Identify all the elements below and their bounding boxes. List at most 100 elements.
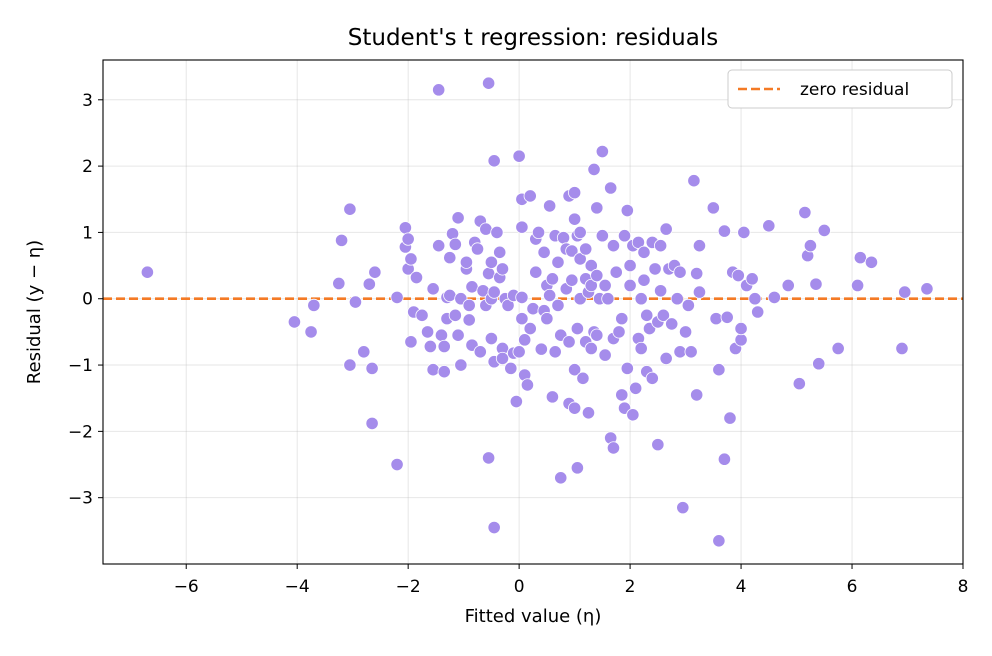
data-point <box>615 312 629 326</box>
data-point <box>551 298 565 312</box>
plot-frame <box>102 59 964 565</box>
y-axis-label: Residual (y − η) <box>24 240 45 384</box>
data-point <box>590 328 604 342</box>
data-point <box>731 268 745 283</box>
data-point <box>512 345 526 359</box>
data-point <box>590 201 604 215</box>
data-point <box>545 390 560 404</box>
data-point <box>920 282 934 296</box>
x-axis-label: Fitted value (η) <box>465 606 602 627</box>
y-tick-label: −1 <box>68 356 93 376</box>
data-point <box>287 315 302 329</box>
data-point <box>692 239 707 253</box>
x-tick-label: 4 <box>736 577 747 597</box>
data-point <box>540 312 554 326</box>
data-point <box>554 471 568 485</box>
data-point <box>620 203 634 218</box>
x-tick-label: −4 <box>285 577 310 597</box>
data-point <box>495 351 510 366</box>
data-point <box>404 335 418 349</box>
data-point <box>656 308 670 322</box>
data-point <box>348 295 363 309</box>
data-point <box>443 288 457 303</box>
data-point <box>717 452 732 466</box>
data-point <box>470 242 485 256</box>
data-point <box>762 219 776 233</box>
data-point <box>623 278 637 293</box>
data-point <box>426 363 440 377</box>
data-point <box>651 438 665 452</box>
data-point <box>864 255 879 269</box>
data-point <box>751 305 765 319</box>
data-point <box>803 239 818 253</box>
legend-label: zero residual <box>800 80 909 100</box>
data-point <box>612 325 626 339</box>
data-point <box>529 265 543 279</box>
data-points <box>140 76 934 548</box>
data-point <box>523 321 537 336</box>
data-point <box>334 233 349 247</box>
data-point <box>565 244 579 258</box>
data-point <box>792 377 806 391</box>
data-point <box>570 321 584 336</box>
data-point <box>523 189 537 203</box>
data-point <box>482 451 496 465</box>
data-point <box>462 313 476 327</box>
x-tick-label: −6 <box>174 577 199 597</box>
data-point <box>490 225 504 240</box>
data-point <box>568 401 582 415</box>
data-point <box>895 341 909 356</box>
data-point <box>454 358 468 372</box>
data-point <box>520 378 535 392</box>
data-point <box>390 457 404 472</box>
data-point <box>487 285 501 299</box>
data-point <box>723 411 737 425</box>
data-point <box>437 339 451 354</box>
data-point <box>482 266 496 281</box>
data-point <box>365 361 379 375</box>
data-point <box>587 162 601 177</box>
data-point <box>626 408 640 422</box>
data-point <box>809 277 823 291</box>
data-point <box>515 312 529 326</box>
data-point <box>673 345 687 359</box>
data-point <box>487 520 501 535</box>
data-point <box>432 83 446 97</box>
data-point <box>432 239 446 253</box>
x-tick-label: 8 <box>958 577 969 597</box>
x-tick-label: 6 <box>847 577 858 597</box>
data-point <box>598 278 612 293</box>
data-point <box>451 211 465 225</box>
data-point <box>357 345 371 359</box>
data-point <box>734 333 748 347</box>
data-point <box>709 312 723 326</box>
data-point <box>817 223 831 238</box>
data-point <box>684 345 698 359</box>
data-point <box>659 222 673 236</box>
x-tick-label: 2 <box>625 577 636 597</box>
data-point <box>637 273 651 287</box>
data-point <box>534 342 548 356</box>
data-point <box>634 292 648 306</box>
data-point <box>398 221 412 235</box>
data-point <box>487 154 501 168</box>
data-point <box>307 298 321 312</box>
data-point <box>570 461 584 475</box>
data-point <box>562 335 576 349</box>
data-point <box>390 290 404 305</box>
y-tick-label: 3 <box>82 91 93 111</box>
data-point <box>609 265 623 279</box>
data-point <box>690 388 704 402</box>
data-point <box>812 357 826 371</box>
data-point <box>415 308 429 322</box>
data-point <box>484 331 498 346</box>
data-point <box>620 361 634 375</box>
data-point <box>543 199 557 213</box>
data-point <box>595 144 609 159</box>
data-point <box>687 174 701 188</box>
x-tick-label: −2 <box>396 577 421 597</box>
data-point <box>451 328 465 342</box>
data-point <box>623 258 637 273</box>
data-point <box>598 348 612 362</box>
